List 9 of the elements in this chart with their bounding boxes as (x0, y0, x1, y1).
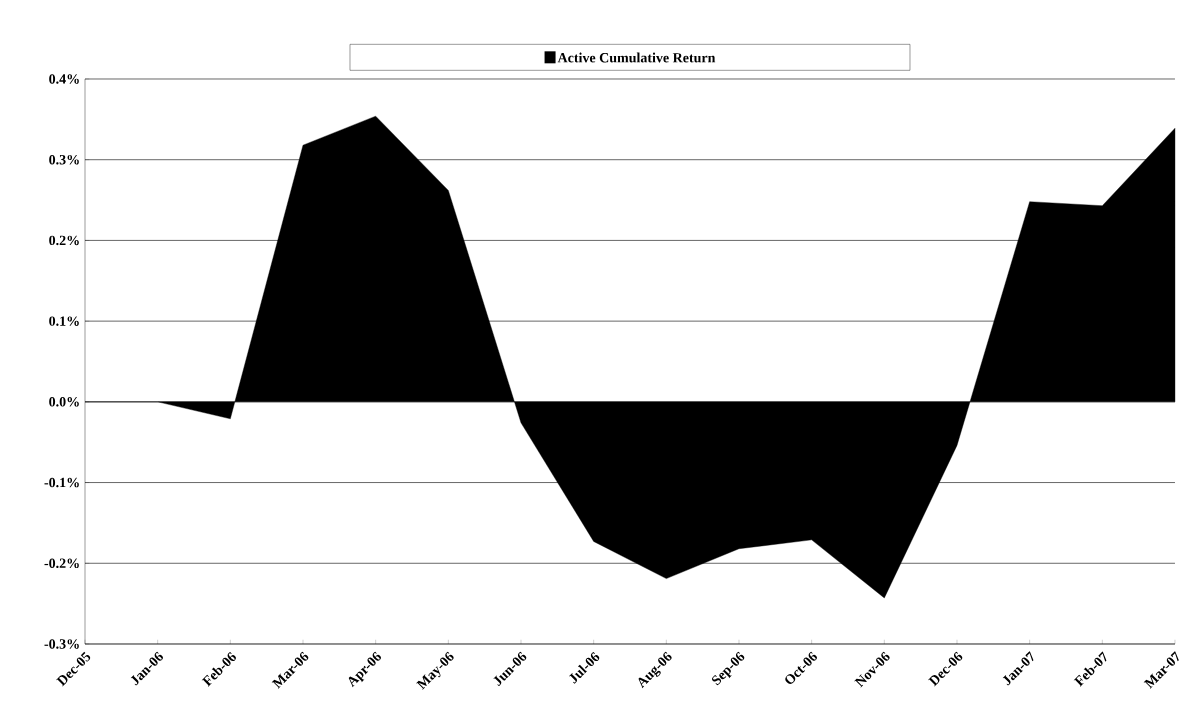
y-tick-label: -0.3% (44, 639, 79, 649)
y-tick-label: 0.4% (49, 74, 79, 84)
legend-label: Active Cumulative Return (557, 52, 716, 63)
y-tick-label: 0.2% (49, 235, 79, 246)
y-tick-label: -0.1% (44, 477, 79, 488)
y-tick-label: -0.2% (44, 558, 79, 569)
y-tick-label: 0.0% (49, 397, 79, 407)
y-tick-label: 0.3% (49, 154, 79, 165)
y-tick-label: 0.1% (49, 316, 79, 326)
